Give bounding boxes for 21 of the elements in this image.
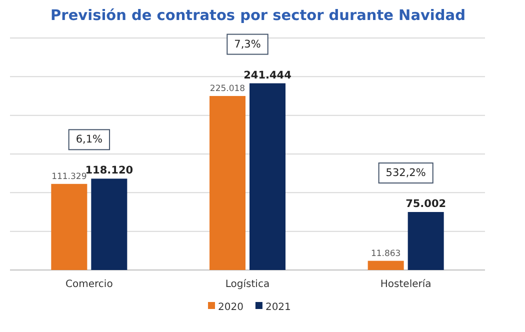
bar <box>408 212 444 270</box>
annotation: 7,3% <box>234 38 261 50</box>
x-tick-label: Hostelería <box>380 279 432 290</box>
data-label: 75.002 <box>406 198 446 210</box>
bar <box>51 184 88 270</box>
data-label: 118.120 <box>85 164 134 177</box>
annotation: 532,2% <box>386 167 426 179</box>
annotation: 6,1% <box>76 134 103 146</box>
legend-label: 2020 <box>218 302 244 313</box>
bar <box>210 96 246 270</box>
data-label: 225.018 <box>210 84 246 94</box>
data-label: 241.444 <box>244 69 292 82</box>
legend-label: 2021 <box>265 302 291 313</box>
bar <box>368 260 404 270</box>
bar <box>91 178 128 270</box>
x-tick-label: Comercio <box>66 279 113 290</box>
data-label: 111.329 <box>52 172 87 182</box>
bar <box>250 83 286 270</box>
chart-title: Previsión de contratos por sector durante Navidad <box>50 8 466 24</box>
data-label: 11.863 <box>370 248 401 259</box>
x-tick-label: Logística <box>225 279 270 290</box>
